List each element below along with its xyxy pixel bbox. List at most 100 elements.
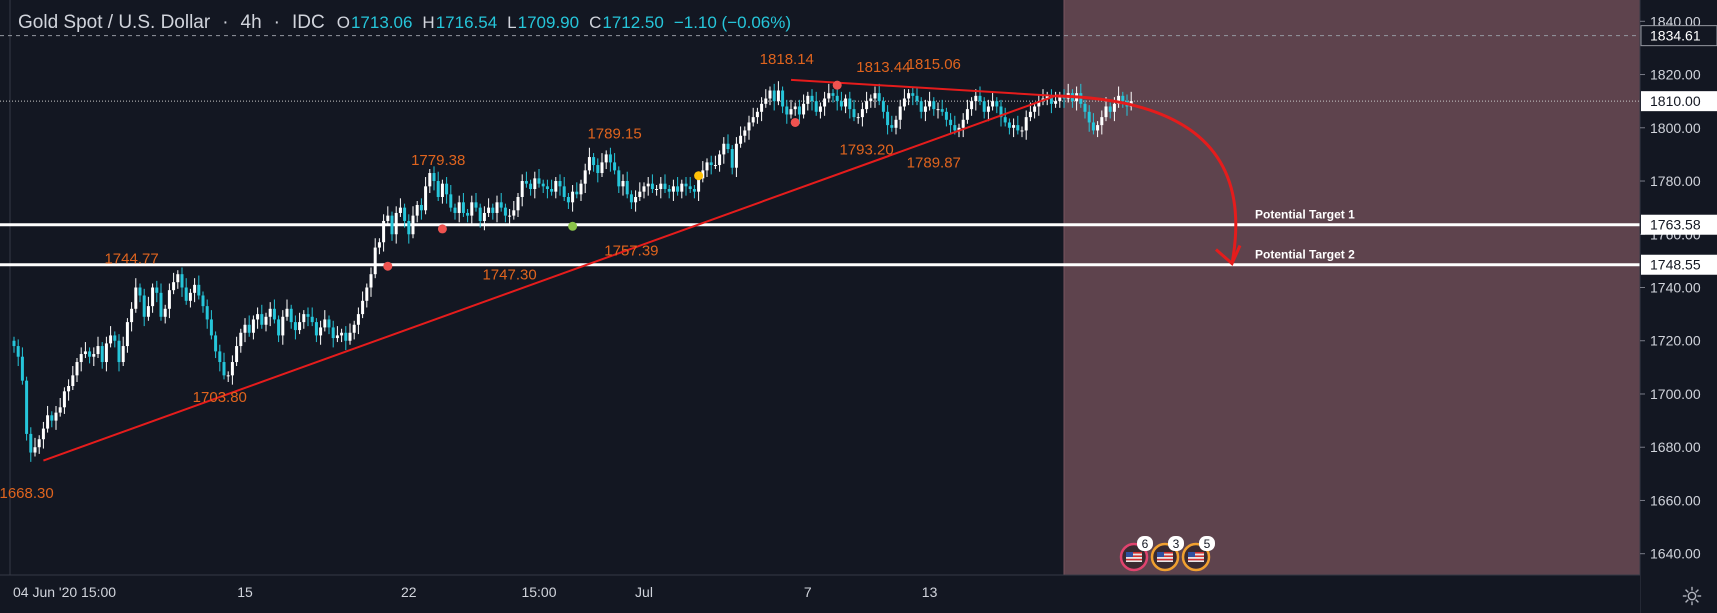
- candle: [58, 397, 62, 417]
- flag-stripe: [1126, 555, 1142, 557]
- candle: [688, 177, 692, 193]
- candle: [965, 99, 969, 124]
- candle: [251, 315, 255, 340]
- event-count: 5: [1204, 537, 1211, 551]
- candle: [806, 91, 810, 111]
- candle: [848, 91, 852, 119]
- candle-body: [692, 189, 696, 192]
- candle: [797, 99, 801, 124]
- candle-body: [785, 106, 789, 115]
- y-tick-label: 1780.00: [1650, 173, 1701, 189]
- candle: [218, 344, 222, 372]
- candle: [453, 203, 457, 220]
- candle: [999, 99, 1003, 127]
- candle: [671, 179, 675, 201]
- candle: [466, 208, 470, 223]
- target-label-1: Potential Target 1: [1255, 208, 1355, 222]
- symbol-name[interactable]: Gold Spot / U.S. Dollar: [18, 12, 211, 33]
- candle: [739, 126, 743, 148]
- candle: [298, 312, 302, 335]
- candle-body: [41, 428, 45, 440]
- candle: [310, 307, 314, 327]
- candle: [323, 310, 327, 332]
- candle: [1091, 113, 1095, 135]
- candle-body: [1007, 122, 1011, 128]
- candle-body: [390, 215, 394, 235]
- candle-body: [873, 93, 877, 99]
- candle: [499, 192, 503, 212]
- candle-body: [625, 181, 629, 195]
- candle-body: [806, 95, 810, 104]
- candle: [533, 171, 537, 199]
- candle: [970, 97, 974, 116]
- candle-body: [1096, 125, 1100, 131]
- candle-body: [331, 327, 335, 339]
- candle-body: [424, 186, 428, 211]
- candle: [474, 192, 478, 212]
- candle-body: [978, 95, 982, 102]
- candle: [659, 177, 663, 199]
- header-separator: ·: [222, 12, 229, 33]
- candle-body: [995, 101, 999, 107]
- candle-body: [823, 98, 827, 107]
- flag-stripe: [1188, 552, 1204, 554]
- candle: [302, 310, 306, 329]
- candle: [583, 163, 587, 193]
- candle: [109, 326, 113, 348]
- forecast-arrow[interactable]: [1055, 94, 1238, 264]
- candle: [272, 299, 276, 324]
- candle: [20, 347, 24, 385]
- candle-body: [768, 90, 772, 99]
- candle: [982, 97, 986, 119]
- swing-price-label: 1703.80: [193, 389, 247, 406]
- candle-body: [1012, 125, 1016, 128]
- candle: [188, 288, 192, 308]
- candle: [487, 198, 491, 217]
- candle: [243, 318, 247, 343]
- candle-body: [1083, 103, 1087, 112]
- open-value: 1713.06: [350, 13, 413, 32]
- candle-body: [50, 415, 54, 421]
- candle-body: [575, 191, 579, 195]
- candle-body: [545, 186, 549, 190]
- candle-body: [1112, 103, 1116, 112]
- candle-body: [142, 295, 146, 317]
- candle-body: [1108, 106, 1112, 112]
- candle-body: [713, 165, 717, 167]
- candle: [869, 94, 873, 108]
- candle-body: [848, 98, 852, 110]
- candle: [995, 97, 999, 114]
- candle-body: [113, 335, 117, 341]
- settings-gear-icon[interactable]: [1681, 585, 1703, 607]
- signal-marker: [832, 80, 842, 90]
- candle: [579, 179, 583, 201]
- candle-body: [936, 109, 940, 111]
- candle-body: [1016, 125, 1020, 131]
- candle: [823, 91, 827, 116]
- candle: [377, 238, 381, 255]
- swing-price-label: 1668.30: [0, 485, 54, 502]
- time-axis[interactable]: [0, 575, 1640, 613]
- candle-body: [251, 319, 255, 333]
- candle: [88, 347, 92, 364]
- current-price-box: [1641, 91, 1717, 112]
- candle-body: [1087, 111, 1091, 123]
- candle: [25, 376, 29, 441]
- candle-body: [1028, 111, 1032, 118]
- y-tick-label: 1740.00: [1650, 280, 1701, 296]
- target-price-1-box: [1641, 214, 1717, 235]
- economic-event-flag-icon[interactable]: 5: [1181, 536, 1215, 572]
- candle: [608, 147, 612, 172]
- forecast-arrowhead: [1215, 244, 1242, 267]
- candle: [130, 302, 134, 332]
- interval[interactable]: 4h: [240, 12, 262, 33]
- economic-event-flag-icon[interactable]: 6: [1119, 536, 1153, 572]
- candle: [793, 102, 797, 116]
- candle: [566, 192, 570, 209]
- candle-body: [1058, 95, 1062, 102]
- economic-event-flag-icon[interactable]: 3: [1150, 536, 1184, 572]
- trendline-1[interactable]: [43, 94, 1056, 462]
- close-value: 1712.50: [602, 13, 664, 32]
- candle-body: [587, 157, 591, 171]
